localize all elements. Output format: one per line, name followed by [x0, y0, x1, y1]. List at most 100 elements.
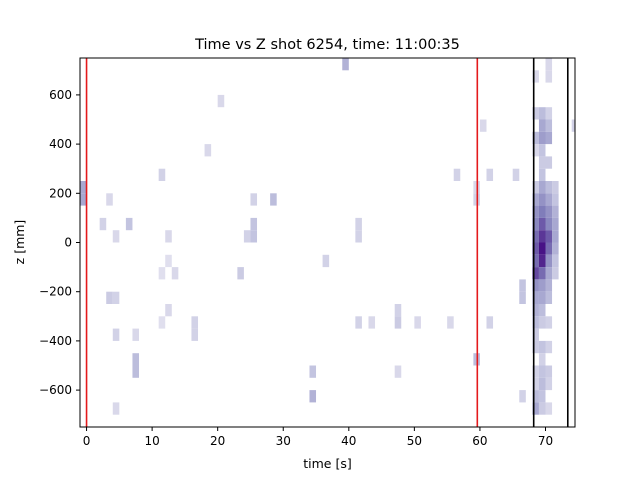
heatmap-cell	[532, 217, 539, 231]
y-tick-label: −400	[39, 334, 72, 348]
heatmap-cell	[158, 267, 166, 280]
heatmap-cell	[191, 316, 199, 329]
heatmap-cell	[538, 291, 546, 304]
heatmap-cell	[112, 291, 120, 304]
heatmap-cell	[165, 230, 172, 243]
heatmap-cell	[545, 181, 553, 194]
heatmap-cell	[545, 316, 553, 329]
heatmap-cell	[532, 316, 539, 329]
heatmap-cell	[538, 193, 546, 206]
heatmap-cell	[545, 340, 553, 354]
heatmap-cell	[532, 291, 539, 304]
heatmap-cell	[552, 205, 559, 218]
y-axis-label: z [mm]	[12, 220, 27, 265]
heatmap-cell	[158, 168, 166, 181]
heatmap-cell	[80, 181, 87, 194]
heatmap-cell	[545, 156, 553, 169]
heatmap-cell	[447, 316, 454, 329]
heatmap-cell	[322, 254, 330, 268]
heatmap-cell	[165, 254, 172, 268]
heatmap-cell	[545, 242, 553, 255]
heatmap-cell	[132, 328, 140, 341]
heatmap-cell	[538, 279, 546, 292]
heatmap-cell	[158, 316, 166, 329]
x-tick-label: 30	[276, 434, 291, 448]
heatmap-cell	[532, 304, 539, 317]
heatmap-cell	[217, 94, 225, 108]
y-tick-label: 200	[49, 186, 72, 200]
y-tick-label: 400	[49, 137, 72, 151]
heatmap-cell	[394, 365, 402, 378]
heatmap-cell	[545, 230, 553, 243]
heatmap-cell	[368, 316, 376, 329]
heatmap-cell	[532, 279, 539, 292]
heatmap-cell	[545, 193, 553, 206]
x-tick-label: 0	[83, 434, 91, 448]
heatmap-cell	[538, 316, 546, 329]
heatmap-cell	[538, 131, 546, 145]
x-tick-label: 10	[144, 434, 159, 448]
heatmap-cell	[552, 267, 559, 280]
heatmap-cell	[545, 402, 553, 415]
heatmap-cell	[132, 365, 140, 378]
heatmap-cell	[545, 205, 553, 218]
heatmap-cell	[80, 193, 87, 206]
heatmap-cell	[414, 316, 421, 329]
heatmap-cell	[165, 304, 172, 317]
heatmap-cell	[204, 144, 212, 157]
heatmap-cell	[394, 304, 402, 317]
heatmap-cell	[532, 402, 539, 415]
heatmap-cell	[519, 390, 526, 403]
heatmap-cell	[545, 58, 553, 71]
heatmap-cell	[355, 230, 362, 243]
heatmap-cell	[545, 70, 553, 83]
heatmap-cell	[250, 193, 258, 206]
heatmap-cell	[532, 340, 539, 354]
heatmap-cell	[545, 131, 553, 145]
heatmap-cell	[309, 390, 317, 403]
heatmap-cell	[519, 291, 526, 304]
heatmap-cell	[532, 390, 539, 403]
heatmap-cell	[532, 107, 539, 120]
x-tick-label: 70	[538, 434, 553, 448]
heatmap-cell	[532, 205, 539, 218]
y-tick-label: 600	[49, 88, 72, 102]
heatmap-cell	[532, 181, 539, 194]
heatmap-cell	[552, 242, 559, 255]
heatmap-cell	[545, 119, 553, 132]
heatmap-cell	[538, 156, 546, 169]
heatmap-cell	[532, 144, 539, 157]
heatmap-cell	[512, 168, 520, 181]
heatmap-cell	[250, 217, 258, 231]
heatmap-cell	[355, 217, 362, 231]
heatmap-cell	[538, 267, 546, 280]
heatmap-cell	[538, 181, 546, 194]
heatmap-cell	[552, 193, 559, 206]
heatmap-cell	[270, 193, 277, 206]
heatmap-cell	[538, 107, 546, 120]
heatmap-cell	[532, 377, 539, 391]
heatmap-cell	[552, 230, 559, 243]
heatmap-cell	[532, 242, 539, 255]
heatmap-cell	[532, 131, 539, 145]
heatmap-cell	[486, 168, 494, 181]
heatmap-cell	[99, 217, 107, 231]
marker-lines	[85, 58, 569, 427]
heatmap-cell	[237, 267, 244, 280]
heatmap-cell	[545, 291, 553, 304]
heatmap-cell	[538, 242, 546, 255]
heatmap-cell	[309, 365, 317, 378]
heatmap-cell	[538, 304, 546, 317]
x-tick-label: 50	[407, 434, 422, 448]
heatmap-cell	[394, 316, 402, 329]
heatmap-cell	[125, 217, 133, 231]
heatmap-cell	[545, 107, 553, 120]
heatmap-cell	[552, 217, 559, 231]
heatmap-cell	[106, 193, 113, 206]
heatmap-cell	[171, 267, 179, 280]
heatmap-cell	[538, 390, 546, 403]
x-tick-label: 60	[472, 434, 487, 448]
x-tick-label: 40	[341, 434, 356, 448]
